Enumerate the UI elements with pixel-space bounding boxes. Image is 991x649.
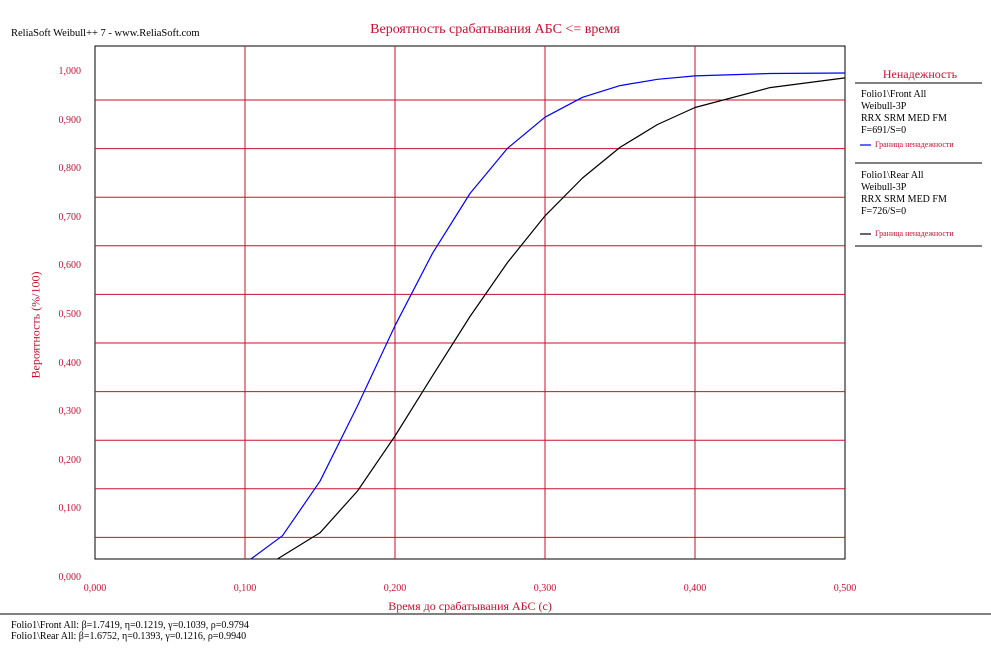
y-tick-label: 0,700 [58,211,82,223]
y-tick-label: 0,800 [58,163,82,175]
legend-series-name: Folio1\Front All [861,89,927,100]
legend-group-rear: Folio1\Rear All Weibull-3P RRX SRM MED F… [861,170,947,218]
x-axis-label: Время до срабатывания АБС (с) [388,599,552,613]
x-tick-label: 0,300 [533,583,557,594]
legend-title: Ненадежность [882,67,958,81]
chart-title: Вероятность срабатывания АБС <= время [370,22,620,37]
legend-method: RRX SRM MED FM [861,113,947,124]
y-tick-label: 0,000 [58,572,82,583]
legend-counts: F=691/S=0 [861,125,907,136]
legend-counts: F=726/S=0 [861,206,907,217]
series-line-rear [277,77,846,560]
legend-key-label-rear: Граница ненадежности [875,229,954,238]
x-tick-label: 0,500 [833,583,857,594]
legend-key-label-front: Граница ненадежности [875,140,954,149]
footer-params-front: Folio1\Front All: β=1.7419, η=0.1219, γ=… [11,620,249,631]
x-tick-label: 0,100 [233,583,257,594]
legend-method: RRX SRM MED FM [861,194,947,205]
y-tick-label: 1,000 [58,66,82,77]
y-tick-label: 0,900 [58,114,82,126]
x-tick-label: 0,400 [683,583,707,594]
legend-group-front: Folio1\Front All Weibull-3P RRX SRM MED … [861,89,947,137]
plot-frame [94,45,846,560]
y-tick-label: 0,600 [58,260,82,272]
legend-series-name: Folio1\Rear All [861,170,924,181]
y-tick-label: 0,300 [58,406,82,418]
y-tick-label: 0,400 [58,357,82,369]
series-line-front [250,72,846,560]
y-tick-label: 0,500 [58,309,82,320]
legend-distribution: Weibull-3P [861,182,907,193]
x-tick-label: 0,000 [83,583,107,594]
y-tick-label: 0,100 [58,503,82,515]
legend-distribution: Weibull-3P [861,101,907,112]
footer-params-rear: Folio1\Rear All: β=1.6752, η=0.1393, γ=0… [11,631,247,642]
source-label: ReliaSoft Weibull++ 7 - www.ReliaSoft.co… [11,28,200,39]
x-tick-label: 0,200 [383,583,407,594]
y-tick-label: 0,200 [58,454,82,466]
